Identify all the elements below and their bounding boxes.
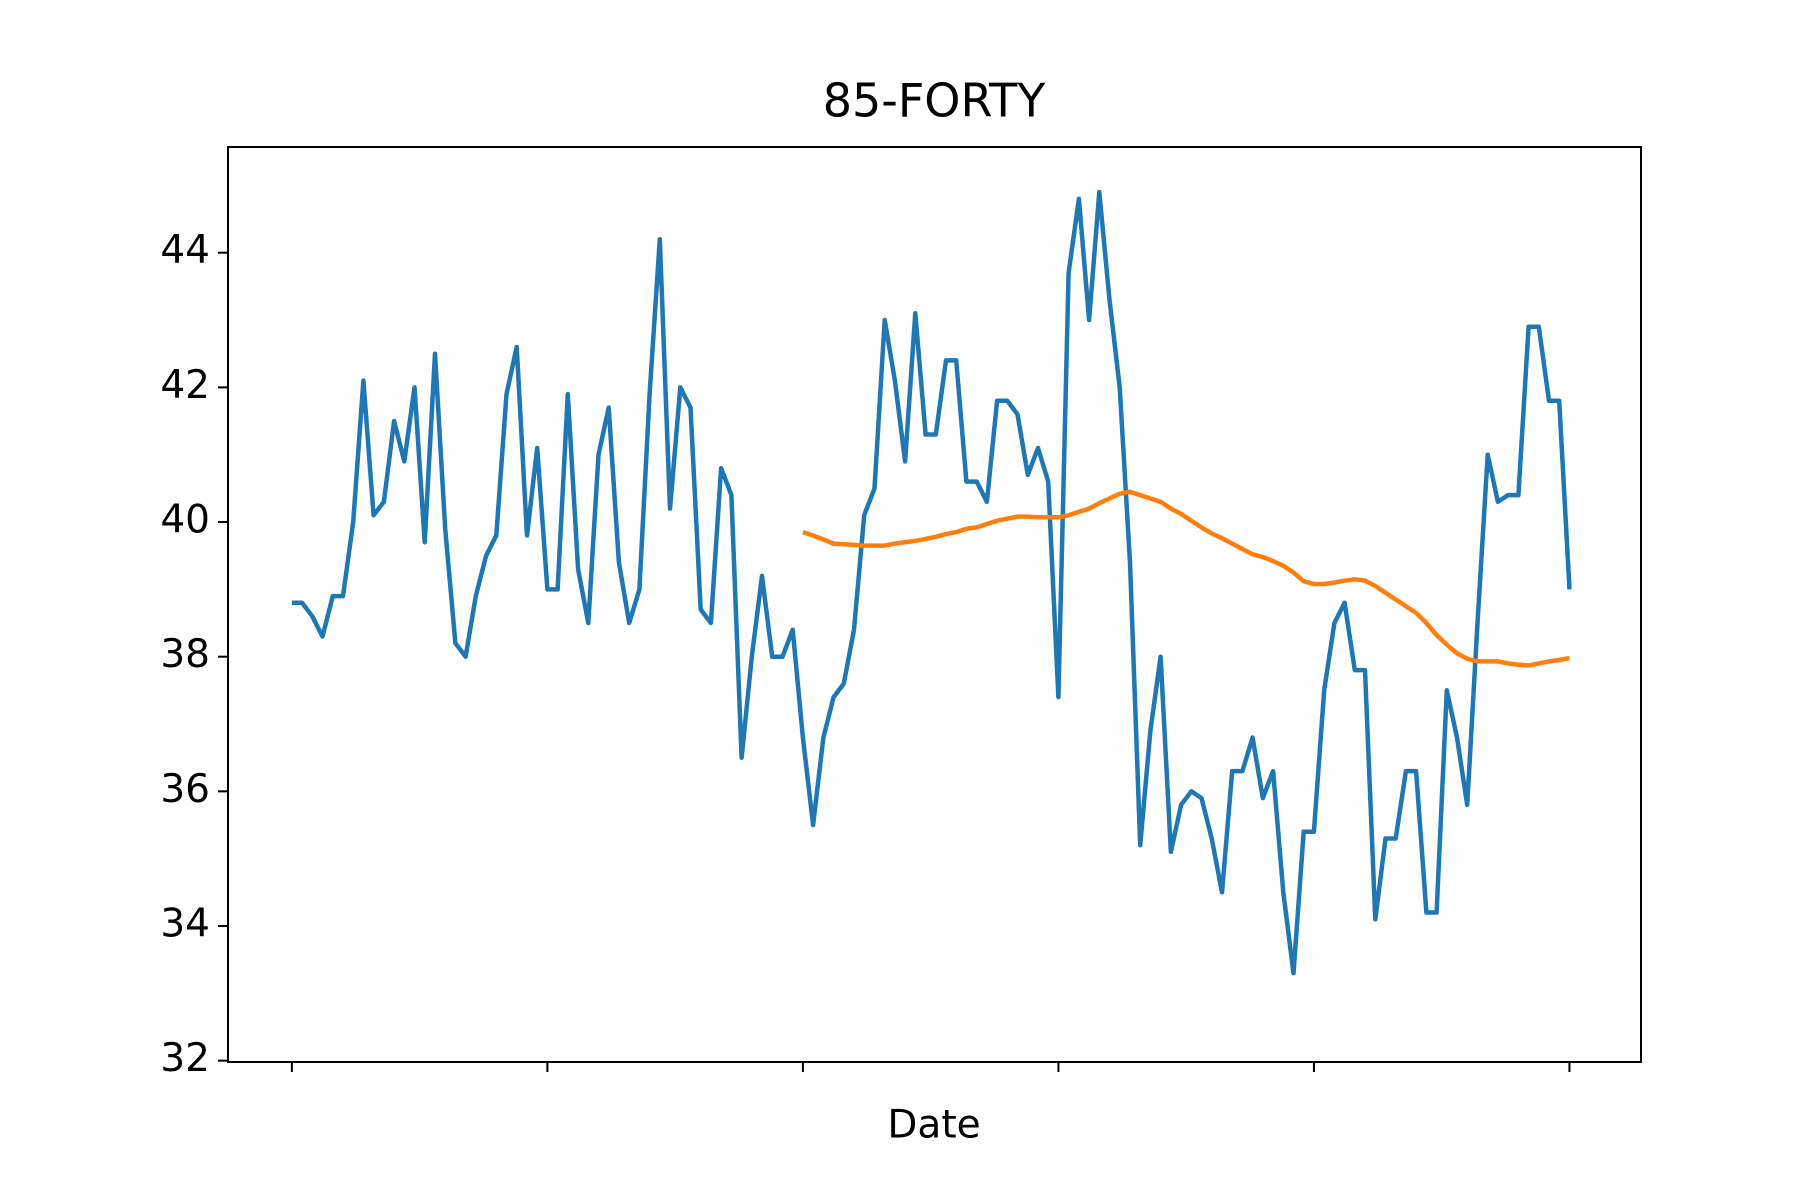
y-tick-label: 36 <box>160 767 210 812</box>
y-tick-label: 38 <box>160 632 210 677</box>
plot-frame <box>227 146 1642 1063</box>
y-tick-label: 32 <box>160 1036 210 1081</box>
y-tick-label: 40 <box>160 498 210 543</box>
line-series <box>802 489 1570 668</box>
chart-title: 85-FORTY <box>823 74 1047 128</box>
y-tick-label: 34 <box>160 901 210 946</box>
y-tick-label: 42 <box>160 363 210 408</box>
y-tick-label: 44 <box>160 228 210 273</box>
line-series <box>291 189 1572 976</box>
x-axis-label: Date <box>887 1103 980 1148</box>
